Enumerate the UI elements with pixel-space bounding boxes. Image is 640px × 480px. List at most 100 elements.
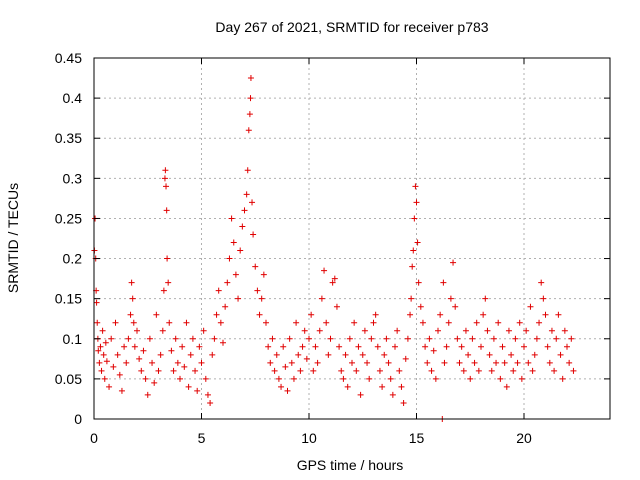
data-point xyxy=(293,319,300,326)
x-tick-label: 0 xyxy=(90,430,98,446)
data-point xyxy=(241,207,248,214)
data-point xyxy=(202,375,209,382)
data-point xyxy=(342,351,349,358)
data-point xyxy=(529,367,536,374)
data-point xyxy=(458,343,465,350)
data-point xyxy=(321,267,328,274)
data-point xyxy=(471,359,478,366)
data-point xyxy=(254,287,261,294)
data-point xyxy=(336,343,343,350)
data-point xyxy=(323,319,330,326)
data-point xyxy=(486,351,493,358)
data-point xyxy=(244,167,251,174)
data-point xyxy=(512,335,519,342)
data-point xyxy=(161,175,168,182)
data-point xyxy=(247,95,254,102)
data-point xyxy=(160,287,167,294)
data-point xyxy=(164,255,171,262)
data-point xyxy=(239,223,246,230)
data-point xyxy=(432,375,439,382)
x-axis-label: GPS time / hours xyxy=(297,457,404,473)
data-point xyxy=(127,311,134,318)
data-point xyxy=(224,279,231,286)
data-point xyxy=(99,327,106,334)
data-point xyxy=(327,335,334,342)
data-point xyxy=(213,311,220,318)
data-point xyxy=(441,359,448,366)
data-point xyxy=(267,359,274,366)
data-point xyxy=(456,359,463,366)
data-point xyxy=(263,319,269,326)
data-point xyxy=(168,347,175,354)
data-point xyxy=(514,359,521,366)
data-point xyxy=(551,367,558,374)
y-tick-label: 0.1 xyxy=(63,331,83,347)
data-point xyxy=(151,379,158,386)
data-point xyxy=(516,319,523,326)
data-point xyxy=(548,327,555,334)
data-point xyxy=(110,363,117,370)
data-point xyxy=(194,387,201,394)
data-point xyxy=(338,367,345,374)
data-point xyxy=(106,383,113,390)
data-point xyxy=(290,375,297,382)
data-point xyxy=(413,199,420,206)
data-point xyxy=(533,335,540,342)
data-point xyxy=(265,343,272,350)
data-point xyxy=(166,319,173,326)
data-point xyxy=(542,311,549,318)
data-point xyxy=(394,327,401,334)
data-point xyxy=(273,351,280,358)
data-point xyxy=(525,359,532,366)
data-point xyxy=(252,263,259,270)
data-point xyxy=(340,375,347,382)
data-point xyxy=(344,383,351,390)
x-tick-label: 5 xyxy=(198,430,206,446)
data-point xyxy=(505,327,512,334)
data-point xyxy=(417,303,424,310)
chart-title: Day 267 of 2021, SRMTID for receiver p78… xyxy=(215,19,488,35)
data-point xyxy=(222,303,229,310)
data-point xyxy=(163,183,170,190)
data-point xyxy=(211,335,218,342)
data-point xyxy=(118,387,125,394)
data-point xyxy=(183,319,190,326)
data-point xyxy=(415,279,422,286)
data-point xyxy=(189,335,196,342)
data-point xyxy=(359,351,366,358)
data-point xyxy=(140,347,147,354)
data-point xyxy=(96,359,103,366)
data-point xyxy=(318,295,325,302)
data-point xyxy=(146,335,153,342)
y-tick-label: 0.45 xyxy=(55,50,82,66)
data-point xyxy=(430,347,437,354)
data-point xyxy=(301,327,308,334)
data-point xyxy=(480,311,487,318)
data-point xyxy=(540,295,547,302)
data-point xyxy=(325,351,332,358)
data-point xyxy=(230,239,237,246)
data-points xyxy=(91,75,577,422)
data-point xyxy=(398,383,405,390)
data-point xyxy=(108,335,115,342)
data-point xyxy=(372,311,379,318)
data-point xyxy=(570,367,577,374)
data-point xyxy=(366,375,373,382)
data-point xyxy=(462,327,469,334)
data-point xyxy=(566,359,573,366)
data-point xyxy=(392,343,398,350)
data-point xyxy=(467,375,474,382)
data-point xyxy=(125,335,132,342)
data-point xyxy=(114,351,121,358)
y-tick-labels: 0 0.05 0.1 0.15 0.2 0.25 0.3 0.35 0.4 0.45 xyxy=(55,50,82,427)
data-point xyxy=(426,335,433,342)
data-point xyxy=(355,343,362,350)
data-point xyxy=(404,335,411,342)
data-point xyxy=(217,319,224,326)
data-point xyxy=(165,279,172,286)
data-point xyxy=(129,295,136,302)
data-point xyxy=(102,339,109,346)
data-point xyxy=(192,367,199,374)
data-point xyxy=(364,359,371,366)
